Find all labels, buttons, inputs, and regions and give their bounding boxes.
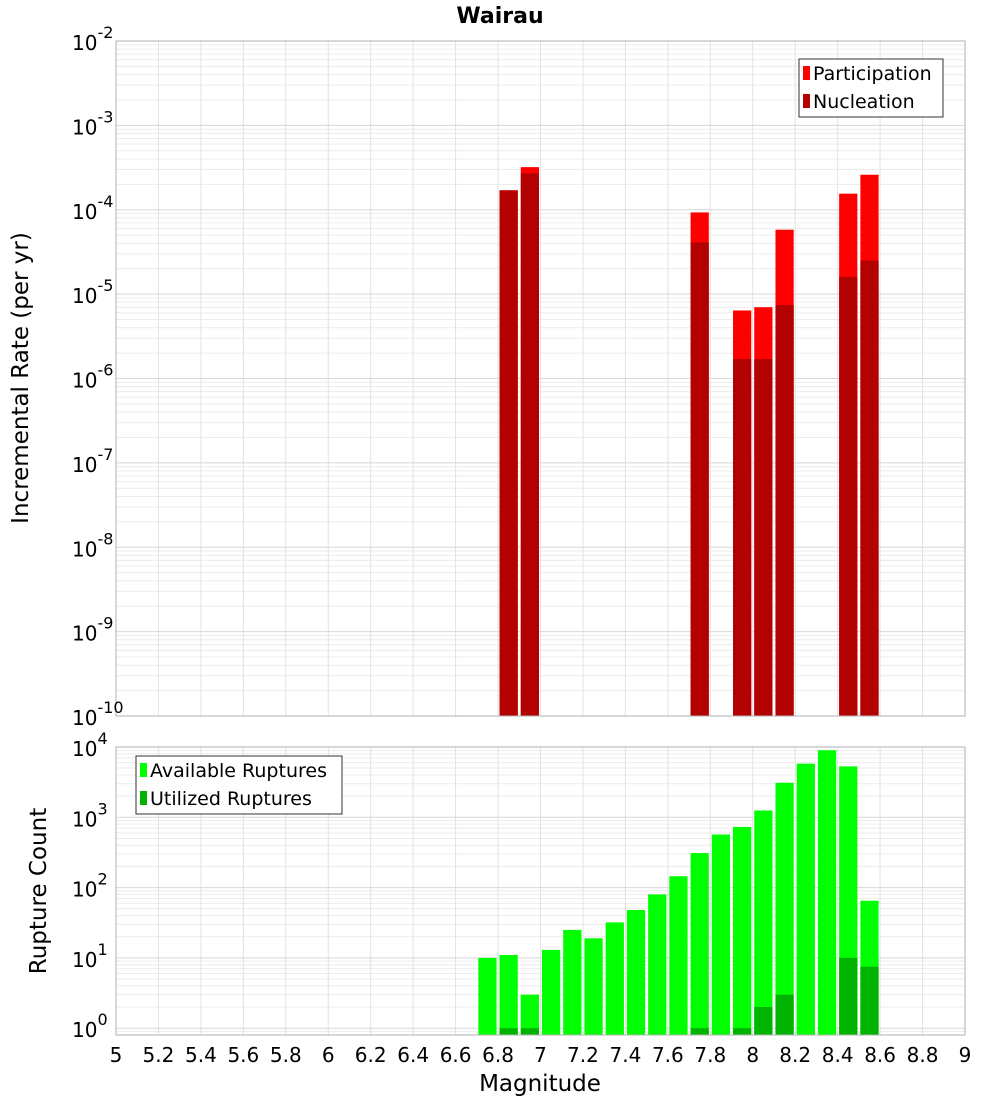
top-legend: Participation Nucleation xyxy=(798,58,944,118)
top-plot-frame xyxy=(115,40,966,717)
bottom-legend-label: Available Ruptures xyxy=(150,760,327,782)
bottom-plot-frame xyxy=(115,746,966,1036)
bottom-legend-box xyxy=(135,755,343,815)
bottom-bar-utilized-ruptures xyxy=(690,1028,709,1035)
bottom-bar-available-ruptures xyxy=(626,910,646,1035)
top-y-tick-label: 10-5 xyxy=(72,276,113,308)
top-y-tick-label: 10-8 xyxy=(72,529,113,561)
bottom-bar-available-ruptures xyxy=(690,853,709,1035)
bottom-bar-utilized-ruptures xyxy=(860,966,879,1035)
bottom-legend: Available Ruptures Utilized Ruptures xyxy=(135,755,343,815)
x-tick-label: 5.2 xyxy=(143,1043,175,1067)
bottom-y-tick-label: 104 xyxy=(72,729,108,761)
top-legend-label: Nucleation xyxy=(813,91,915,113)
x-tick-label: 6 xyxy=(322,1043,335,1067)
x-tick-label: 7.6 xyxy=(652,1043,684,1067)
bottom-bar-available-ruptures xyxy=(563,929,582,1035)
bottom-bar-available-ruptures xyxy=(542,949,561,1035)
bottom-bar-utilized-ruptures xyxy=(499,1028,518,1035)
x-tick-label: 6.8 xyxy=(482,1043,514,1067)
top-bar-nucleation xyxy=(690,242,709,716)
x-tick-label: 8.2 xyxy=(779,1043,811,1067)
top-bar-nucleation xyxy=(520,173,539,716)
bottom-bar-available-ruptures xyxy=(754,810,773,1035)
bottom-y-tick-label: 100 xyxy=(72,1010,108,1042)
x-tick-label: 9 xyxy=(959,1043,972,1067)
x-tick-label: 8.8 xyxy=(907,1043,939,1067)
chart-title: Wairau xyxy=(456,4,543,29)
bottom-bar-utilized-ruptures xyxy=(733,1028,752,1035)
top-legend-swatch xyxy=(803,66,810,80)
top-legend-box xyxy=(798,58,944,118)
x-tick-label: 7.2 xyxy=(567,1043,599,1067)
bottom-bar-available-ruptures xyxy=(520,994,539,1035)
top-legend-swatch xyxy=(803,94,810,108)
x-tick-label: 7.4 xyxy=(609,1043,641,1067)
top-y-tick-label: 10-3 xyxy=(72,107,113,139)
top-y-tick-label: 10-6 xyxy=(72,361,113,393)
bottom-y-tick-label: 103 xyxy=(72,799,108,831)
bottom-y-axis-label: Rupture Count xyxy=(26,808,52,974)
bottom-bar-available-ruptures xyxy=(775,782,794,1035)
top-bar-nucleation xyxy=(839,276,858,716)
top-y-tick-label: 10-4 xyxy=(72,192,113,224)
top-y-tick-label: 10-9 xyxy=(72,614,113,646)
x-tick-label: 7.8 xyxy=(694,1043,726,1067)
x-axis-label: Magnitude xyxy=(479,1071,601,1097)
top-y-tick-label: 10-7 xyxy=(72,445,113,477)
top-y-axis-label: Incremental Rate (per yr) xyxy=(8,232,34,524)
top-bar-nucleation xyxy=(499,190,518,716)
bottom-bars xyxy=(478,750,879,1035)
x-tick-label: 5.6 xyxy=(227,1043,259,1067)
top-bars xyxy=(499,167,879,717)
bottom-bar-available-ruptures xyxy=(669,876,688,1035)
x-tick-label: 5.8 xyxy=(270,1043,302,1067)
bottom-bar-available-ruptures xyxy=(648,894,667,1035)
top-y-tick-label: 10-2 xyxy=(72,23,113,55)
bottom-y-tick-label: 101 xyxy=(72,940,108,972)
x-tick-label: 8.4 xyxy=(822,1043,854,1067)
x-tick-label: 8 xyxy=(746,1043,759,1067)
top-y-tick-label: 10-10 xyxy=(72,698,124,730)
x-tick-label: 6.4 xyxy=(397,1043,429,1067)
top-bar-nucleation xyxy=(775,305,794,716)
bottom-legend-swatch xyxy=(140,763,147,777)
bottom-y-tick-label: 102 xyxy=(72,870,108,902)
bottom-bar-available-ruptures xyxy=(584,938,603,1035)
x-tick-label: 7 xyxy=(534,1043,547,1067)
bottom-bar-available-ruptures xyxy=(499,954,518,1035)
x-tick-label: 5.4 xyxy=(185,1043,217,1067)
top-grid xyxy=(115,40,966,717)
top-bar-nucleation xyxy=(754,359,773,716)
bottom-bar-utilized-ruptures xyxy=(775,994,794,1035)
bottom-bar-utilized-ruptures xyxy=(839,957,858,1035)
bottom-bar-utilized-ruptures xyxy=(520,1028,539,1035)
x-tick-label: 6.2 xyxy=(355,1043,387,1067)
bottom-bar-available-ruptures xyxy=(605,922,624,1035)
x-tick-label: 5 xyxy=(110,1043,123,1067)
bottom-bar-available-ruptures xyxy=(733,826,752,1035)
x-tick-label: 6.6 xyxy=(440,1043,472,1067)
bottom-bar-available-ruptures xyxy=(711,834,731,1035)
bottom-bar-utilized-ruptures xyxy=(754,1007,773,1035)
top-legend-label: Participation xyxy=(813,63,932,85)
bottom-bar-available-ruptures xyxy=(796,763,815,1035)
top-bar-nucleation xyxy=(860,260,879,716)
top-plot-area: 10-2 10-3 10-4 10-5 10-6 10-7 10-8 10-9 10-10 Par… xyxy=(72,23,966,730)
bottom-legend-label: Utilized Ruptures xyxy=(150,788,312,810)
top-bar-nucleation xyxy=(733,359,752,716)
bottom-bar-available-ruptures xyxy=(817,750,837,1035)
bottom-legend-swatch xyxy=(140,791,147,805)
x-tick-label: 8.6 xyxy=(864,1043,896,1067)
bottom-bar-available-ruptures xyxy=(478,957,497,1035)
